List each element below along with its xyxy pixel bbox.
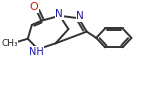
Text: NH: NH xyxy=(29,47,44,57)
Text: N: N xyxy=(55,9,63,19)
Text: CH₃: CH₃ xyxy=(1,39,18,48)
Text: N: N xyxy=(76,11,84,21)
Text: O: O xyxy=(29,2,38,12)
